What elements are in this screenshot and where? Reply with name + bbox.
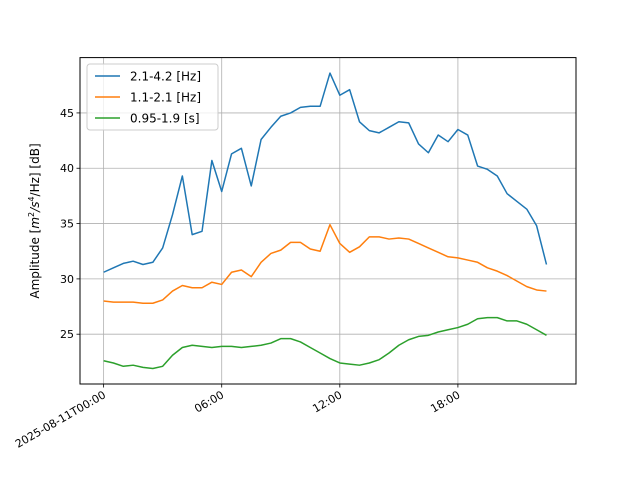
y-axis-label: Amplitude [m2/s4/Hz] [dB] [27, 143, 42, 298]
y-tick-label: 35 [60, 218, 74, 231]
legend-label-2: 0.95-1.9 [s] [130, 112, 200, 126]
legend: 2.1-4.2 [Hz] 1.1-2.1 [Hz] 0.95-1.9 [s] [86, 63, 219, 131]
y-tick-label: 45 [60, 107, 74, 120]
y-axis-label-mid: /s [28, 202, 42, 213]
y-axis-label-m: m [28, 217, 42, 229]
y-axis: 25 30 35 40 45 [60, 107, 80, 341]
plot-frame [79, 57, 577, 385]
series-line-2 [103, 316, 547, 370]
y-tick-label: 30 [60, 273, 74, 286]
series-lines [103, 72, 548, 370]
legend-box [86, 63, 219, 131]
y-axis-label-prefix: Amplitude [ [28, 229, 42, 299]
series-line-1 [103, 223, 547, 304]
series-line-0 [103, 72, 548, 273]
y-tick-label: 25 [60, 328, 74, 341]
y-tick-label: 40 [60, 162, 74, 175]
y-axis-label-suffix: /Hz] [dB] [28, 143, 42, 196]
y-axis-label-exp1: 2 [27, 212, 36, 217]
legend-label-0: 2.1-4.2 [Hz] [130, 70, 201, 84]
y-axis-label-exp2: 4 [27, 196, 36, 201]
legend-label-1: 1.1-2.1 [Hz] [130, 91, 201, 105]
grid [80, 57, 576, 384]
